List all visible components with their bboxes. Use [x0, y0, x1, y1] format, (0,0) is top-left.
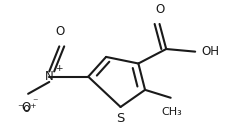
- Text: O: O: [154, 3, 163, 16]
- Text: CH₃: CH₃: [161, 107, 181, 117]
- Text: ⁻o⁺: ⁻o⁺: [17, 102, 37, 115]
- Text: ⁻: ⁻: [32, 97, 38, 107]
- Text: +: +: [55, 64, 63, 73]
- Text: S: S: [116, 112, 124, 125]
- Text: OH: OH: [201, 45, 219, 58]
- Text: O: O: [21, 101, 30, 114]
- Text: N: N: [45, 70, 53, 83]
- Text: O: O: [56, 25, 65, 38]
